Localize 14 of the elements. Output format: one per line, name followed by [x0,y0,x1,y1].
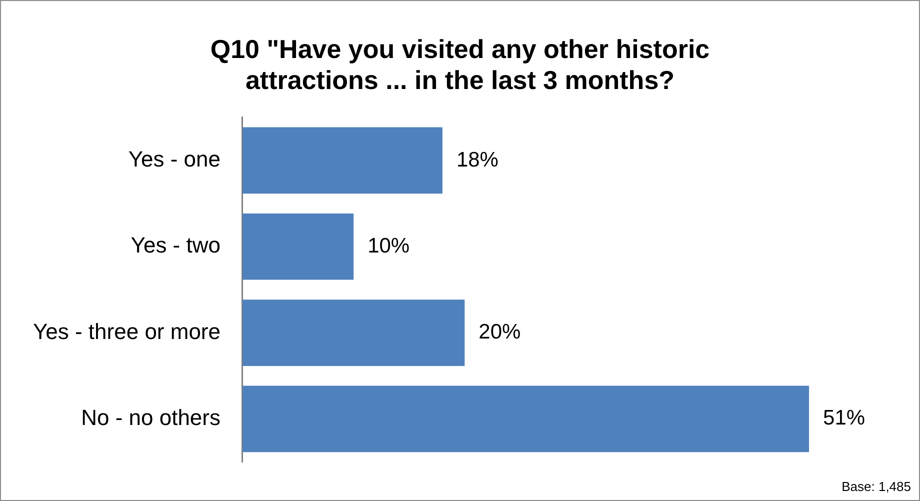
data-label: 20% [478,320,521,344]
chart-title: Q10 "Have you visited any other historic attractions ... in the last 3 months? [210,34,710,95]
data-label: 51% [823,406,866,430]
y-tick-label: Yes - two [130,232,220,258]
bar [242,213,354,280]
bar [242,386,810,452]
bar [242,300,465,366]
y-tick-label: Yes - one [128,146,220,172]
text: Base: 1,485 [842,479,911,494]
y-tick-label: No - no others [81,404,220,430]
bar [242,127,442,194]
data-label: 18% [456,148,498,172]
y-tick-label: Yes - three or more [32,318,220,344]
data-label: 10% [368,234,410,258]
